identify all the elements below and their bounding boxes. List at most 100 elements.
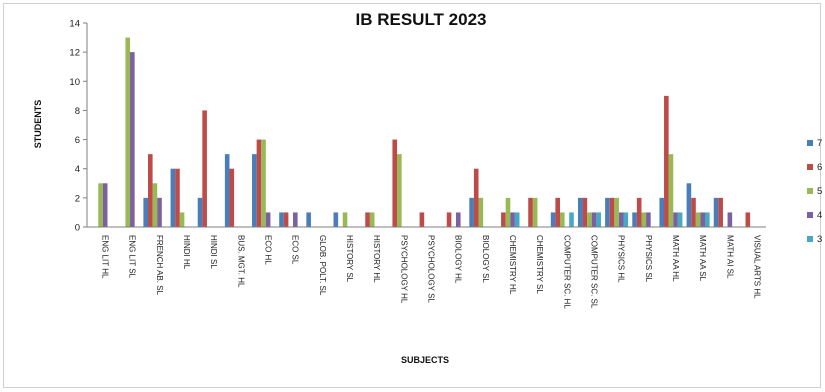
x-tick-label: BIOLOGY HL (454, 235, 463, 284)
bar-series-6 (664, 95, 669, 227)
bar-series-3 (596, 212, 601, 227)
x-tick-label: VISUAL ARTS HL (752, 235, 761, 299)
bar-series-3 (677, 212, 683, 227)
y-tick-label: 14 (69, 19, 80, 30)
legend-swatch-6 (807, 164, 813, 170)
y-tick-label: 2 (75, 193, 80, 204)
legend-label-5: 5 (817, 186, 822, 197)
bar-series-7 (632, 212, 637, 227)
bar-series-7 (279, 212, 284, 227)
legend-swatch-4 (807, 212, 813, 218)
bar-series-6 (745, 212, 751, 227)
bar-series-5 (695, 212, 701, 227)
bar-series-7 (469, 197, 474, 227)
bar-series-6 (528, 197, 533, 227)
x-tick-label: ECO HL (264, 235, 273, 265)
bar-series-4 (102, 183, 108, 227)
bar-series-4 (700, 212, 705, 227)
bar-series-4 (673, 212, 678, 227)
bar-series-7 (224, 154, 230, 227)
x-tick-label: COMPUTER SC. HL (562, 235, 571, 309)
legend-label-7: 7 (817, 138, 822, 149)
bar-series-7 (143, 197, 148, 227)
bar-series-5 (560, 212, 565, 227)
x-tick-label: ECO SL (291, 235, 300, 265)
x-tick-label: ENG LIT SL (128, 235, 137, 279)
bar-series-7 (713, 197, 719, 227)
bar-series-5 (478, 197, 484, 227)
x-tick-label: PSYCHOLOGY SL (427, 235, 436, 303)
bar-series-7 (306, 212, 311, 227)
bar-series-5 (369, 212, 375, 227)
y-tick-label: 4 (75, 164, 80, 175)
legend: 7 6 5 4 3 (807, 138, 822, 245)
bar-series-7 (333, 212, 339, 227)
bar-series-4 (727, 212, 733, 227)
bar-series-6 (501, 212, 506, 227)
bar-series-5 (152, 183, 158, 227)
bar-series-7 (686, 183, 692, 227)
chart-title: IB RESULT 2023 (355, 10, 486, 29)
x-tick-label: PHYSICS SL (644, 235, 653, 283)
bar-series-5 (587, 212, 592, 227)
plot-area: 0 2 4 6 8 10 12 14 (69, 19, 766, 234)
bar-series-6 (283, 212, 289, 227)
legend-label-6: 6 (817, 162, 822, 173)
legend-swatch-7 (807, 140, 813, 146)
bar-series-7 (170, 168, 176, 227)
bar-series-6 (365, 212, 370, 227)
x-tick-label: CHEMISTRY HL (508, 235, 517, 295)
bar-series-5 (179, 212, 185, 227)
bar-series-6 (582, 197, 588, 227)
bar-series-7 (605, 197, 610, 227)
legend-swatch-3 (807, 236, 813, 242)
bar-series-3 (705, 212, 710, 227)
bar-series-6 (718, 197, 723, 227)
bar-series-4 (157, 197, 162, 227)
legend-label-4: 4 (817, 210, 822, 221)
bar-series-6 (555, 197, 560, 227)
bar-series-5 (342, 212, 348, 227)
y-tick-label: 6 (75, 135, 80, 146)
x-tick-label: COMPUTER SC. SL (589, 235, 598, 309)
x-tick-label: BUS. MGT. HL (236, 235, 245, 288)
x-tick-label: HINDI HL (182, 235, 191, 270)
bar-series-4 (646, 212, 651, 227)
bar-series-6 (419, 212, 425, 227)
chart-frame (3, 3, 821, 388)
bar-series-3 (569, 212, 574, 227)
bar-series-5 (505, 197, 511, 227)
bar-series-4 (455, 212, 461, 227)
bar-series-6 (148, 154, 153, 227)
x-tick-label: HISTORY SL (345, 235, 354, 283)
bar-series-5 (397, 154, 402, 227)
bar-series-4 (618, 212, 624, 227)
bar-series-5 (668, 154, 674, 227)
bar-series-4 (293, 212, 298, 227)
x-tick-label: MATH AA SL (698, 235, 707, 282)
bar-series-6 (202, 110, 207, 227)
bar-series-6 (229, 168, 235, 227)
bar-series-5 (261, 139, 266, 227)
legend-swatch-5 (807, 188, 813, 194)
bar-series-4 (130, 52, 135, 227)
legend-label-3: 3 (817, 234, 822, 245)
bar-series-7 (550, 212, 556, 227)
bar-series-3 (514, 212, 520, 227)
x-tick-label: BIOLOGY SL (481, 235, 490, 283)
x-tick-label: PSYCHOLOGY HL (399, 235, 408, 304)
bar-series-4 (591, 212, 597, 227)
x-tick-label: MATH AA HL (671, 235, 680, 282)
bar-series-7 (577, 197, 583, 227)
y-tick-label: 8 (75, 106, 80, 117)
bar-series-7 (197, 197, 203, 227)
bar-series-6 (473, 168, 479, 227)
x-tick-label: MATH AI SL (725, 235, 734, 279)
bar-series-4 (265, 212, 271, 227)
bar-series-6 (691, 197, 696, 227)
x-tick-label: HISTORY HL (372, 235, 381, 283)
bar-series-7 (252, 154, 257, 227)
bar-series-7 (659, 197, 665, 227)
y-tick-label: 12 (69, 48, 80, 59)
bar-series-6 (609, 197, 615, 227)
